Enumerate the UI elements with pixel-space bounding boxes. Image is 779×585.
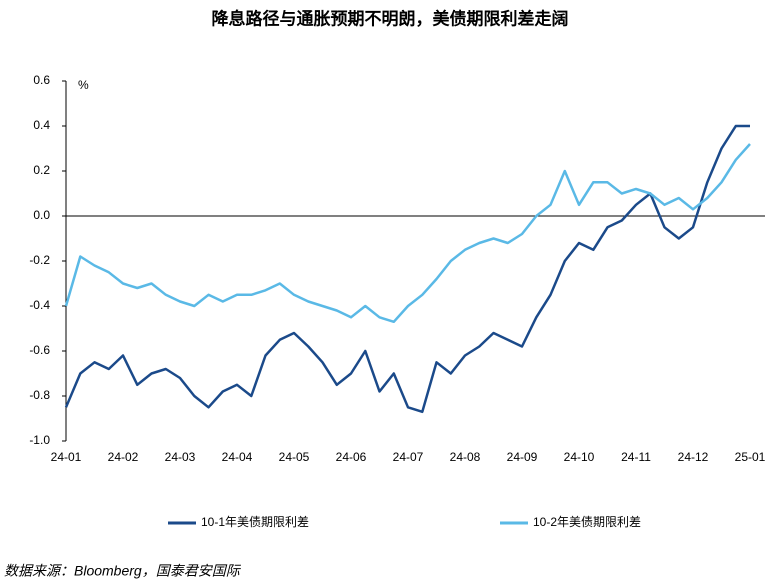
series-line <box>64 124 750 414</box>
series-line <box>64 143 751 324</box>
y-tick-label: 0.0 <box>33 208 50 222</box>
y-unit: % <box>78 78 89 92</box>
x-tick-label: 24-03 <box>165 450 196 464</box>
y-tick-label: -1.0 <box>29 433 50 447</box>
x-tick-label: 24-07 <box>393 450 424 464</box>
x-tick-label: 24-04 <box>222 450 253 464</box>
x-tick-label: 25-01 <box>735 450 766 464</box>
y-tick-label: -0.2 <box>29 253 50 267</box>
x-tick-label: 24-12 <box>678 450 709 464</box>
x-tick-label: 24-10 <box>564 450 595 464</box>
chart-title: 降息路径与通胀预期不明朗，美债期限利差走阔 <box>212 8 569 28</box>
source: 数据来源：Bloomberg，国泰君安国际 <box>4 563 242 579</box>
x-tick-label: 24-09 <box>507 450 538 464</box>
y-tick-label: 0.6 <box>33 73 50 87</box>
x-tick-label: 24-02 <box>108 450 139 464</box>
legend-label: 10-1年美债期限利差 <box>201 515 309 529</box>
y-tick-label: -0.4 <box>29 298 50 312</box>
y-tick-label: -0.8 <box>29 388 50 402</box>
x-tick-label: 24-05 <box>279 450 310 464</box>
y-tick-label: 0.4 <box>33 118 50 132</box>
x-tick-label: 24-01 <box>51 450 82 464</box>
y-tick-label: 0.2 <box>33 163 50 177</box>
y-tick-label: -0.6 <box>29 343 50 357</box>
x-tick-label: 24-11 <box>621 450 651 464</box>
x-tick-label: 24-06 <box>336 450 367 464</box>
legend-label: 10-2年美债期限利差 <box>533 515 641 529</box>
x-tick-label: 24-08 <box>450 450 481 464</box>
